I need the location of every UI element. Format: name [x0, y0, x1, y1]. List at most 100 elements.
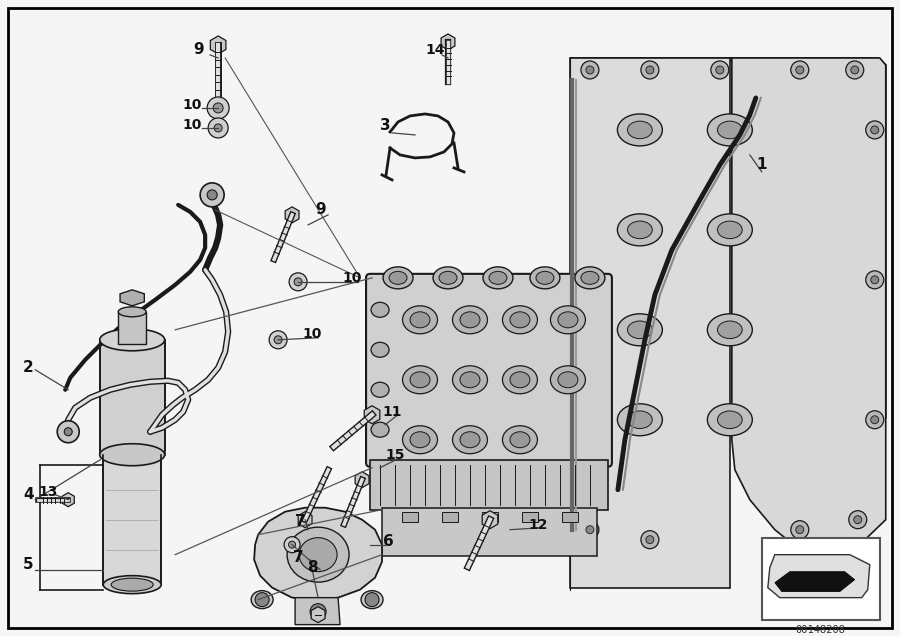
Ellipse shape: [402, 425, 437, 453]
Polygon shape: [295, 598, 340, 625]
Circle shape: [870, 416, 878, 424]
Ellipse shape: [617, 114, 662, 146]
Ellipse shape: [100, 444, 165, 466]
Ellipse shape: [617, 404, 662, 436]
Ellipse shape: [287, 527, 349, 582]
Circle shape: [255, 593, 269, 607]
Ellipse shape: [551, 366, 585, 394]
Text: 7: 7: [292, 550, 303, 565]
Ellipse shape: [389, 272, 407, 284]
Ellipse shape: [118, 307, 146, 317]
Circle shape: [866, 271, 884, 289]
Text: 10: 10: [302, 327, 322, 341]
Circle shape: [294, 278, 302, 286]
Circle shape: [289, 541, 295, 548]
Polygon shape: [768, 555, 869, 598]
Polygon shape: [120, 290, 144, 306]
Ellipse shape: [251, 591, 273, 609]
Text: 14: 14: [426, 43, 445, 57]
Circle shape: [207, 190, 217, 200]
Circle shape: [854, 516, 862, 523]
Circle shape: [641, 61, 659, 79]
Text: 2: 2: [22, 360, 33, 375]
Bar: [442, 512, 458, 522]
Ellipse shape: [371, 342, 389, 357]
Polygon shape: [311, 607, 325, 623]
Ellipse shape: [707, 214, 752, 246]
Ellipse shape: [402, 306, 437, 334]
Text: 10: 10: [183, 98, 202, 112]
Circle shape: [796, 526, 804, 534]
Text: 15: 15: [385, 448, 405, 462]
Circle shape: [796, 66, 804, 74]
Ellipse shape: [510, 372, 530, 388]
FancyBboxPatch shape: [366, 274, 612, 467]
Circle shape: [64, 428, 72, 436]
Bar: [482, 512, 498, 522]
Ellipse shape: [530, 267, 560, 289]
Ellipse shape: [510, 432, 530, 448]
Ellipse shape: [502, 425, 537, 453]
Polygon shape: [730, 58, 886, 558]
Ellipse shape: [410, 312, 430, 328]
Circle shape: [207, 97, 230, 119]
Text: 12: 12: [528, 518, 548, 532]
Ellipse shape: [502, 366, 537, 394]
Text: 6: 6: [382, 534, 393, 549]
Circle shape: [711, 61, 729, 79]
Text: 8: 8: [307, 560, 318, 575]
Polygon shape: [356, 472, 369, 488]
Ellipse shape: [361, 591, 383, 609]
Text: 1: 1: [757, 157, 767, 172]
Ellipse shape: [580, 272, 598, 284]
Circle shape: [850, 66, 859, 74]
Bar: [761, 537, 879, 619]
Ellipse shape: [502, 306, 537, 334]
Polygon shape: [254, 508, 382, 600]
Ellipse shape: [112, 578, 153, 591]
Ellipse shape: [100, 329, 165, 351]
Circle shape: [214, 124, 222, 132]
Circle shape: [269, 331, 287, 349]
Ellipse shape: [717, 321, 742, 338]
Ellipse shape: [617, 314, 662, 346]
Ellipse shape: [707, 114, 752, 146]
Ellipse shape: [707, 314, 752, 346]
Polygon shape: [775, 572, 855, 591]
Circle shape: [646, 536, 654, 544]
Circle shape: [866, 411, 884, 429]
Bar: [118, 312, 146, 344]
Circle shape: [580, 61, 598, 79]
Ellipse shape: [551, 306, 585, 334]
Circle shape: [586, 66, 594, 74]
Ellipse shape: [627, 221, 652, 238]
Circle shape: [586, 526, 594, 534]
Ellipse shape: [299, 537, 338, 572]
Ellipse shape: [483, 267, 513, 289]
Circle shape: [866, 121, 884, 139]
Text: 13: 13: [39, 485, 58, 499]
Polygon shape: [211, 36, 226, 54]
Ellipse shape: [433, 267, 463, 289]
Ellipse shape: [410, 372, 430, 388]
Ellipse shape: [617, 214, 662, 246]
Ellipse shape: [558, 372, 578, 388]
Bar: [562, 512, 578, 522]
Text: 10: 10: [183, 118, 202, 132]
Text: 9: 9: [315, 202, 326, 218]
Circle shape: [213, 103, 223, 113]
Polygon shape: [570, 58, 886, 462]
Text: 10: 10: [342, 271, 362, 285]
Bar: [570, 58, 730, 588]
Ellipse shape: [510, 312, 530, 328]
Ellipse shape: [627, 411, 652, 429]
Polygon shape: [62, 493, 75, 507]
Ellipse shape: [558, 312, 578, 328]
Text: 4: 4: [22, 487, 33, 502]
Circle shape: [646, 66, 654, 74]
Ellipse shape: [453, 306, 488, 334]
Ellipse shape: [460, 432, 480, 448]
Ellipse shape: [460, 312, 480, 328]
Bar: [402, 512, 418, 522]
Circle shape: [274, 336, 282, 344]
